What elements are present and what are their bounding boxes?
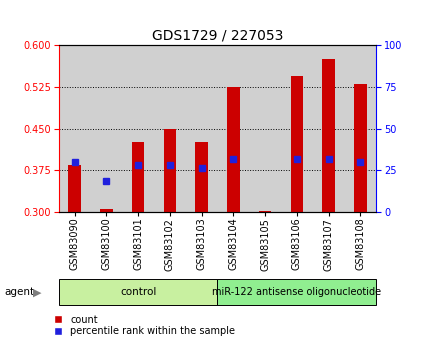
Bar [68,165,81,212]
Bar [154,45,185,212]
Text: control: control [120,287,156,297]
Bar [100,209,112,212]
Bar [185,45,217,212]
Bar [217,45,249,212]
Bar [344,45,375,212]
Bar [312,45,344,212]
Bar [322,59,334,212]
Bar [59,45,90,212]
Text: agent: agent [4,287,34,297]
Bar [280,45,312,212]
Bar [353,84,366,212]
Bar [122,45,154,212]
Text: ▶: ▶ [33,287,41,297]
Bar [163,128,176,212]
Bar [258,211,271,212]
Bar [132,142,144,212]
Legend: count, percentile rank within the sample: count, percentile rank within the sample [44,311,239,340]
Bar [217,279,375,305]
Bar [290,76,302,212]
Title: GDS1729 / 227053: GDS1729 / 227053 [151,28,283,42]
Bar [227,87,239,212]
Bar [90,45,122,212]
Bar [59,279,217,305]
Bar [249,45,280,212]
Text: miR-122 antisense oligonucleotide: miR-122 antisense oligonucleotide [212,287,381,297]
Bar [195,142,207,212]
